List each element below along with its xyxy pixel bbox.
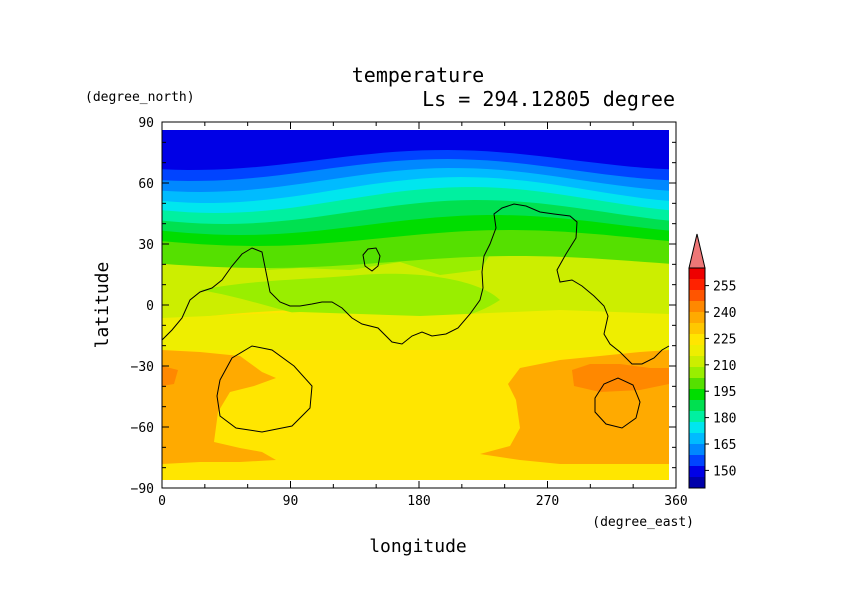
y-units-label: (degree_north)	[85, 90, 195, 105]
temperature-field	[162, 130, 669, 480]
contour-main	[161, 203, 670, 365]
plot-frame: 0 90 180 270 360 −90 −60 −30 0 30 60 90	[131, 116, 688, 509]
colorbar-label: 210	[713, 359, 736, 374]
band-north-polar	[162, 130, 669, 170]
colorbar-label: 180	[713, 412, 736, 427]
contour-southwest-loop	[216, 345, 313, 433]
colorbar-swatch	[689, 466, 705, 478]
colorbar: 150 165 180 195 210 225 240 255	[688, 233, 736, 489]
colorbar-swatch	[689, 477, 705, 489]
colorbar-swatch	[689, 411, 705, 423]
colorbar-swatch	[689, 433, 705, 445]
contour-small-north	[362, 247, 381, 272]
colorbar-swatch	[689, 301, 705, 313]
colorbar-extend-arrow	[688, 233, 706, 269]
colorbar-swatch	[689, 378, 705, 390]
band-south-polar	[162, 464, 669, 480]
colorbar-label: 240	[713, 306, 736, 321]
colorbar-swatch	[689, 455, 705, 467]
chart-title: temperature	[352, 63, 484, 87]
colorbar-swatch	[689, 367, 705, 379]
y-tick-label: 0	[146, 299, 154, 314]
band-south-warmest-west	[162, 366, 178, 386]
colorbar-border	[688, 267, 706, 489]
colorbar-swatch	[689, 334, 705, 346]
colorbar-swatch	[689, 268, 705, 280]
y-tick-label: 60	[138, 177, 154, 192]
y-tick-label: 90	[138, 116, 154, 131]
colorbar-swatch	[689, 312, 705, 324]
chart-subtitle: Ls = 294.12805 degree	[422, 87, 675, 111]
colorbar-swatch	[689, 444, 705, 456]
y-tick-label: −30	[131, 360, 154, 375]
x-tick-label: 270	[536, 494, 559, 509]
y-tick-label: −60	[131, 421, 154, 436]
colorbar-swatch	[689, 345, 705, 357]
colorbar-swatch	[689, 356, 705, 368]
colorbar-swatch	[689, 389, 705, 401]
x-tick-label: 90	[283, 494, 299, 509]
colorbar-label: 195	[713, 385, 736, 400]
y-tick-label: 30	[138, 238, 154, 253]
colorbar-label: 165	[713, 438, 736, 453]
y-tick-label: −90	[131, 482, 154, 497]
colorbar-label: 150	[713, 464, 736, 479]
colorbar-swatch	[689, 323, 705, 335]
colorbar-swatch	[689, 422, 705, 434]
contour-lines	[161, 203, 670, 433]
colorbar-label: 225	[713, 332, 736, 347]
colorbar-label: 255	[713, 280, 736, 295]
colorbar-swatch	[689, 279, 705, 291]
colorbar-swatch	[689, 400, 705, 412]
x-tick-label: 0	[158, 494, 166, 509]
contour-southeast-loop	[594, 377, 641, 429]
band-south-warmest-east	[572, 364, 669, 392]
x-axis-label: longitude	[369, 536, 467, 557]
x-units-label: (degree_east)	[592, 515, 694, 530]
x-tick-label: 360	[664, 494, 687, 509]
y-axis-label: latitude	[92, 262, 113, 349]
band-subtropic-upper	[162, 310, 669, 350]
colorbar-swatch	[689, 290, 705, 302]
x-tick-label: 180	[407, 494, 430, 509]
y-ticks: −90 −60 −30 0 30 60 90	[131, 116, 676, 497]
band-tropics-core	[200, 273, 500, 327]
x-ticks: 0 90 180 270 360	[158, 122, 688, 509]
